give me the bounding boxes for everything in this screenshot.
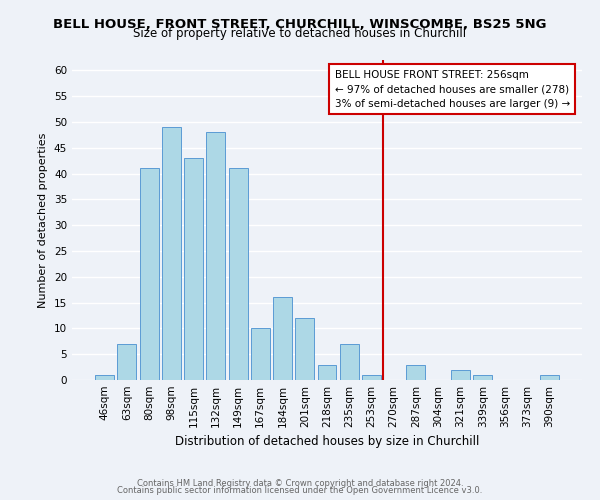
Text: BELL HOUSE, FRONT STREET, CHURCHILL, WINSCOMBE, BS25 5NG: BELL HOUSE, FRONT STREET, CHURCHILL, WIN…	[53, 18, 547, 30]
Bar	[229, 168, 248, 380]
Bar	[317, 364, 337, 380]
Bar	[451, 370, 470, 380]
Bar	[540, 375, 559, 380]
Text: Contains HM Land Registry data © Crown copyright and database right 2024.: Contains HM Land Registry data © Crown c…	[137, 478, 463, 488]
Bar	[273, 298, 292, 380]
Bar	[162, 127, 181, 380]
Bar	[340, 344, 359, 380]
Bar	[206, 132, 225, 380]
Bar	[473, 375, 492, 380]
Bar	[295, 318, 314, 380]
X-axis label: Distribution of detached houses by size in Churchill: Distribution of detached houses by size …	[175, 436, 479, 448]
Text: Contains public sector information licensed under the Open Government Licence v3: Contains public sector information licen…	[118, 486, 482, 495]
Bar	[95, 375, 114, 380]
Bar	[406, 364, 425, 380]
Bar	[184, 158, 203, 380]
Y-axis label: Number of detached properties: Number of detached properties	[38, 132, 49, 308]
Bar	[251, 328, 270, 380]
Bar	[140, 168, 158, 380]
Text: Size of property relative to detached houses in Churchill: Size of property relative to detached ho…	[133, 28, 467, 40]
Bar	[362, 375, 381, 380]
Bar	[118, 344, 136, 380]
Text: BELL HOUSE FRONT STREET: 256sqm
← 97% of detached houses are smaller (278)
3% of: BELL HOUSE FRONT STREET: 256sqm ← 97% of…	[335, 70, 570, 109]
